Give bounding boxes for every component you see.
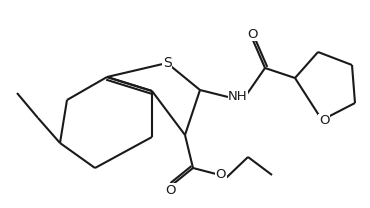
Text: S: S [163, 56, 171, 70]
Text: O: O [248, 27, 258, 41]
Text: NH: NH [228, 90, 248, 104]
Text: O: O [216, 167, 226, 181]
Text: O: O [165, 183, 175, 197]
Text: O: O [319, 114, 329, 128]
